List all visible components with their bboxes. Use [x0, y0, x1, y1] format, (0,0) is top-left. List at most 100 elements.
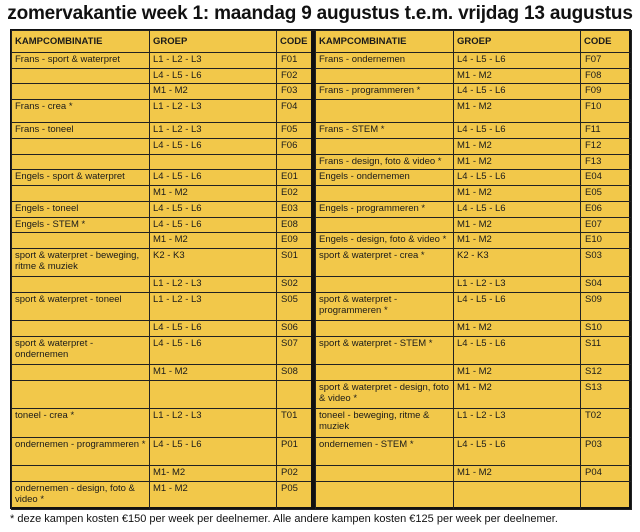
kampcombinatie-cell: Engels - programmeren * — [315, 200, 454, 218]
kampcombinatie-cell: sport & waterpret - crea * — [315, 247, 454, 278]
code-cell: E04 — [580, 169, 632, 187]
table-row: Frans - ondernemen L4 - L5 - L6 F07 — [315, 52, 632, 69]
column-divider — [311, 31, 316, 509]
groep-cell: L4 - L5 - L6 — [149, 320, 277, 337]
kampcombinatie-cell — [315, 185, 454, 202]
table-row: L1 - L2 - L3 S02 — [11, 276, 315, 293]
kampcombinatie-cell: ondernemen - design, foto & video * — [11, 480, 150, 511]
table-row: sport & waterpret - design, foto & video… — [315, 379, 632, 410]
kampcombinatie-cell: ondernemen - programmeren * — [11, 436, 150, 466]
groep-cell: L4 - L5 - L6 — [149, 335, 277, 366]
table-row: Frans - toneel L1 - L2 - L3 F05 — [11, 122, 315, 139]
header-kampcombinatie: KAMPCOMBINATIE — [11, 30, 150, 53]
code-cell: S05 — [276, 291, 315, 322]
code-cell: P03 — [580, 436, 632, 466]
groep-cell: L4 - L5 - L6 — [453, 122, 581, 139]
header-groep: GROEP — [453, 30, 581, 53]
groep-cell: L4 - L5 - L6 — [453, 436, 581, 466]
groep-cell: L4 - L5 - L6 — [453, 169, 581, 187]
table-header-row: KAMPCOMBINATIE GROEP CODE — [315, 30, 632, 53]
table-row: Frans - design, foto & video * M1 - M2 F13 — [315, 153, 632, 171]
kampcombinatie-cell — [11, 232, 150, 249]
kampcombinatie-cell: Frans - toneel — [11, 122, 150, 139]
code-cell: E01 — [276, 169, 315, 187]
groep-cell: M1 - M2 — [149, 480, 277, 511]
kampcombinatie-cell: Frans - STEM * — [315, 122, 454, 139]
table-row: M1 - M2 F08 — [315, 67, 632, 85]
groep-cell: M1 - M2 — [453, 464, 581, 482]
kampcombinatie-cell: Frans - programmeren * — [315, 83, 454, 101]
table-row: M1 - M2 E07 — [315, 216, 632, 234]
groep-cell: L4 - L5 - L6 — [149, 67, 277, 85]
groep-cell: K2 - K3 — [453, 247, 581, 278]
kampcombinatie-cell — [11, 379, 150, 410]
price-footnote: * deze kampen kosten €150 per week per d… — [10, 513, 558, 525]
code-cell: F01 — [276, 52, 315, 69]
table-row: sport & waterpret - ondernemen L4 - L5 - … — [11, 335, 315, 366]
table-row: M1 - M2 F10 — [315, 99, 632, 124]
groep-cell: L4 - L5 - L6 — [149, 137, 277, 155]
table-row: Frans - sport & waterpret L1 - L2 - L3 F01 — [11, 52, 315, 69]
groep-cell: L1 - L2 - L3 — [149, 99, 277, 124]
kampcombinatie-cell — [11, 137, 150, 155]
kampcombinatie-cell: Frans - design, foto & video * — [315, 153, 454, 171]
table-row: Frans - programmeren * L4 - L5 - L6 F09 — [315, 83, 632, 101]
code-cell — [276, 153, 315, 171]
groep-cell: L4 - L5 - L6 — [453, 200, 581, 218]
groep-cell: M1 - M2 — [453, 67, 581, 85]
code-cell: E03 — [276, 200, 315, 218]
table-row: Engels - design, foto & video * M1 - M2 E1… — [315, 232, 632, 249]
table-row: sport & waterpret - beweging, ritme & mu… — [11, 247, 315, 278]
kampcombinatie-cell: Frans - ondernemen — [315, 52, 454, 69]
groep-cell: M1 - M2 — [453, 185, 581, 202]
table-row: ondernemen - design, foto & video * M1 - … — [11, 480, 315, 511]
table-row: Frans - crea * L1 - L2 - L3 F04 — [11, 99, 315, 124]
table-row: M1 - M2 S12 — [315, 364, 632, 381]
groep-cell: M1 - M2 — [453, 137, 581, 155]
kampcombinatie-cell: sport & waterpret - beweging, ritme & mu… — [11, 247, 150, 278]
kampcombinatie-cell: Frans - sport & waterpret — [11, 52, 150, 69]
code-cell: T01 — [276, 408, 315, 438]
code-cell: S06 — [276, 320, 315, 337]
kampcombinatie-cell — [11, 83, 150, 101]
code-cell — [276, 379, 315, 410]
groep-cell: M1 - M2 — [453, 153, 581, 171]
kampcombinatie-cell — [315, 364, 454, 381]
code-cell: E09 — [276, 232, 315, 249]
page-title: zomervakantie week 1: maandag 9 augustus… — [7, 3, 633, 24]
code-cell: P01 — [276, 436, 315, 466]
table-row — [11, 153, 315, 171]
code-cell: E05 — [580, 185, 632, 202]
table-row: sport & waterpret - STEM * L4 - L5 - L6 S1… — [315, 335, 632, 366]
kampcombinatie-cell — [11, 364, 150, 381]
kampcombinatie-cell — [315, 320, 454, 337]
groep-cell: M1 - M2 — [149, 83, 277, 101]
table-row: L1 - L2 - L3 S04 — [315, 276, 632, 293]
groep-cell: L1 - L2 - L3 — [149, 122, 277, 139]
groep-cell: L4 - L5 - L6 — [149, 216, 277, 234]
groep-cell: K2 - K3 — [149, 247, 277, 278]
table-row: sport & waterpret - toneel L1 - L2 - L3 S0… — [11, 291, 315, 322]
groep-cell: L4 - L5 - L6 — [149, 200, 277, 218]
groep-cell: L1 - L2 - L3 — [149, 408, 277, 438]
groep-cell — [149, 153, 277, 171]
table-row: sport & waterpret - programmeren * L4 - L… — [315, 291, 632, 322]
header-groep: GROEP — [149, 30, 277, 53]
kampcombinatie-cell — [11, 320, 150, 337]
kampcombinatie-cell — [11, 276, 150, 293]
code-cell: E08 — [276, 216, 315, 234]
table-row: L4 - L5 - L6 S06 — [11, 320, 315, 337]
kampcombinatie-cell: ondernemen - STEM * — [315, 436, 454, 466]
table-row: M1 - M2 S10 — [315, 320, 632, 337]
code-cell: S11 — [580, 335, 632, 366]
groep-cell: M1 - M2 — [149, 364, 277, 381]
table-row: M1 - M2 E09 — [11, 232, 315, 249]
groep-cell: L4 - L5 - L6 — [453, 52, 581, 69]
groep-cell: L4 - L5 - L6 — [453, 291, 581, 322]
groep-cell: M1 - M2 — [149, 185, 277, 202]
groep-cell: L4 - L5 - L6 — [453, 83, 581, 101]
code-cell: P05 — [276, 480, 315, 511]
table-row: L4 - L5 - L6 F02 — [11, 67, 315, 85]
kampcombinatie-cell: Engels - toneel — [11, 200, 150, 218]
table-row: L4 - L5 - L6 F06 — [11, 137, 315, 155]
